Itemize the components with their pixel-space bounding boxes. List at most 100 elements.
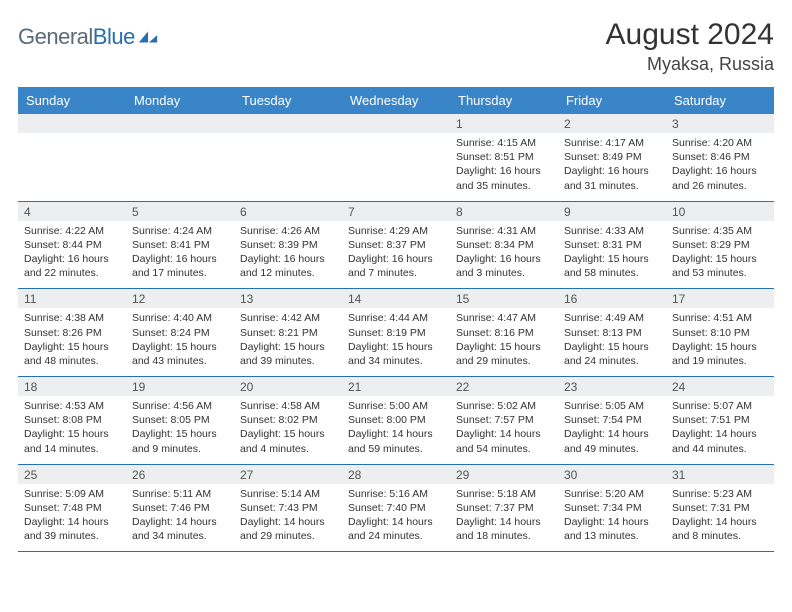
daylight-text: and 22 minutes.: [24, 266, 120, 280]
day-cell: Sunrise: 4:29 AMSunset: 8:37 PMDaylight:…: [342, 221, 450, 289]
day-detail-row: Sunrise: 4:15 AMSunset: 8:51 PMDaylight:…: [18, 133, 774, 201]
day-cell: Sunrise: 5:09 AMSunset: 7:48 PMDaylight:…: [18, 484, 126, 552]
day-cell: Sunrise: 4:53 AMSunset: 8:08 PMDaylight:…: [18, 396, 126, 464]
day-number: 5: [126, 201, 234, 221]
daylight-text: and 35 minutes.: [456, 179, 552, 193]
sunrise-text: Sunrise: 4:40 AM: [132, 311, 228, 325]
daylight-text: Daylight: 14 hours: [456, 515, 552, 529]
sunrise-text: Sunrise: 4:17 AM: [564, 136, 660, 150]
sunrise-text: Sunrise: 5:16 AM: [348, 487, 444, 501]
daylight-text: and 39 minutes.: [240, 354, 336, 368]
daylight-text: Daylight: 14 hours: [456, 427, 552, 441]
sunrise-text: Sunrise: 5:09 AM: [24, 487, 120, 501]
sunset-text: Sunset: 8:44 PM: [24, 238, 120, 252]
sunrise-text: Sunrise: 4:38 AM: [24, 311, 120, 325]
sunrise-text: Sunrise: 5:23 AM: [672, 487, 768, 501]
day-number: 26: [126, 464, 234, 484]
daylight-text: and 34 minutes.: [348, 354, 444, 368]
sunrise-text: Sunrise: 4:26 AM: [240, 224, 336, 238]
day-number: 28: [342, 464, 450, 484]
daylight-text: Daylight: 15 hours: [24, 427, 120, 441]
daylight-text: Daylight: 15 hours: [240, 427, 336, 441]
sunset-text: Sunset: 8:49 PM: [564, 150, 660, 164]
daylight-text: Daylight: 16 hours: [456, 164, 552, 178]
sunrise-text: Sunrise: 4:24 AM: [132, 224, 228, 238]
day-cell: Sunrise: 5:16 AMSunset: 7:40 PMDaylight:…: [342, 484, 450, 552]
day-cell: Sunrise: 5:02 AMSunset: 7:57 PMDaylight:…: [450, 396, 558, 464]
sunrise-text: Sunrise: 4:15 AM: [456, 136, 552, 150]
sunset-text: Sunset: 7:51 PM: [672, 413, 768, 427]
day-number: 4: [18, 201, 126, 221]
sunrise-text: Sunrise: 5:14 AM: [240, 487, 336, 501]
day-cell: Sunrise: 4:47 AMSunset: 8:16 PMDaylight:…: [450, 308, 558, 376]
weekday-header: Tuesday: [234, 87, 342, 114]
sunrise-text: Sunrise: 4:58 AM: [240, 399, 336, 413]
day-number: 12: [126, 289, 234, 309]
daylight-text: and 58 minutes.: [564, 266, 660, 280]
sunrise-text: Sunrise: 4:31 AM: [456, 224, 552, 238]
daylight-text: Daylight: 15 hours: [564, 252, 660, 266]
sunrise-text: Sunrise: 4:22 AM: [24, 224, 120, 238]
daylight-text: and 9 minutes.: [132, 442, 228, 456]
daylight-text: and 24 minutes.: [564, 354, 660, 368]
day-cell: Sunrise: 5:18 AMSunset: 7:37 PMDaylight:…: [450, 484, 558, 552]
daylight-text: and 49 minutes.: [564, 442, 660, 456]
sunset-text: Sunset: 8:41 PM: [132, 238, 228, 252]
day-cell: Sunrise: 5:07 AMSunset: 7:51 PMDaylight:…: [666, 396, 774, 464]
sunrise-text: Sunrise: 4:56 AM: [132, 399, 228, 413]
sunset-text: Sunset: 8:46 PM: [672, 150, 768, 164]
daylight-text: Daylight: 15 hours: [564, 340, 660, 354]
day-number: 10: [666, 201, 774, 221]
daylight-text: Daylight: 14 hours: [672, 515, 768, 529]
day-number-row: 18192021222324: [18, 377, 774, 397]
day-number: 21: [342, 377, 450, 397]
day-number: 20: [234, 377, 342, 397]
sunrise-text: Sunrise: 4:33 AM: [564, 224, 660, 238]
sunrise-text: Sunrise: 4:35 AM: [672, 224, 768, 238]
header: GeneralBlue August 2024 Myaksa, Russia: [18, 18, 774, 75]
sunrise-text: Sunrise: 5:20 AM: [564, 487, 660, 501]
daylight-text: and 19 minutes.: [672, 354, 768, 368]
day-cell: Sunrise: 4:20 AMSunset: 8:46 PMDaylight:…: [666, 133, 774, 201]
day-cell: Sunrise: 4:31 AMSunset: 8:34 PMDaylight:…: [450, 221, 558, 289]
sunset-text: Sunset: 8:51 PM: [456, 150, 552, 164]
sunset-text: Sunset: 8:39 PM: [240, 238, 336, 252]
daylight-text: Daylight: 16 hours: [240, 252, 336, 266]
sunset-text: Sunset: 8:19 PM: [348, 326, 444, 340]
daylight-text: and 39 minutes.: [24, 529, 120, 543]
sunset-text: Sunset: 7:54 PM: [564, 413, 660, 427]
sunset-text: Sunset: 8:16 PM: [456, 326, 552, 340]
sunset-text: Sunset: 8:24 PM: [132, 326, 228, 340]
day-number: 23: [558, 377, 666, 397]
sunrise-text: Sunrise: 4:44 AM: [348, 311, 444, 325]
sunset-text: Sunset: 8:29 PM: [672, 238, 768, 252]
day-cell: [126, 133, 234, 201]
weekday-header: Saturday: [666, 87, 774, 114]
daylight-text: Daylight: 15 hours: [456, 340, 552, 354]
day-cell: Sunrise: 5:11 AMSunset: 7:46 PMDaylight:…: [126, 484, 234, 552]
day-number: 25: [18, 464, 126, 484]
daylight-text: Daylight: 14 hours: [348, 427, 444, 441]
day-cell: Sunrise: 5:00 AMSunset: 8:00 PMDaylight:…: [342, 396, 450, 464]
weekday-header: Wednesday: [342, 87, 450, 114]
daylight-text: and 48 minutes.: [24, 354, 120, 368]
sunrise-text: Sunrise: 5:07 AM: [672, 399, 768, 413]
daylight-text: and 17 minutes.: [132, 266, 228, 280]
sunset-text: Sunset: 8:02 PM: [240, 413, 336, 427]
month-title: August 2024: [606, 18, 774, 52]
sunset-text: Sunset: 8:31 PM: [564, 238, 660, 252]
day-number-row: 11121314151617: [18, 289, 774, 309]
day-cell: Sunrise: 4:38 AMSunset: 8:26 PMDaylight:…: [18, 308, 126, 376]
day-detail-row: Sunrise: 4:53 AMSunset: 8:08 PMDaylight:…: [18, 396, 774, 464]
daylight-text: and 34 minutes.: [132, 529, 228, 543]
day-number: 8: [450, 201, 558, 221]
daylight-text: and 14 minutes.: [24, 442, 120, 456]
daylight-text: and 7 minutes.: [348, 266, 444, 280]
day-number: 22: [450, 377, 558, 397]
daylight-text: and 18 minutes.: [456, 529, 552, 543]
day-detail-row: Sunrise: 4:38 AMSunset: 8:26 PMDaylight:…: [18, 308, 774, 376]
day-number: 3: [666, 114, 774, 133]
daylight-text: and 29 minutes.: [240, 529, 336, 543]
sunrise-text: Sunrise: 4:47 AM: [456, 311, 552, 325]
day-number-row: 25262728293031: [18, 464, 774, 484]
